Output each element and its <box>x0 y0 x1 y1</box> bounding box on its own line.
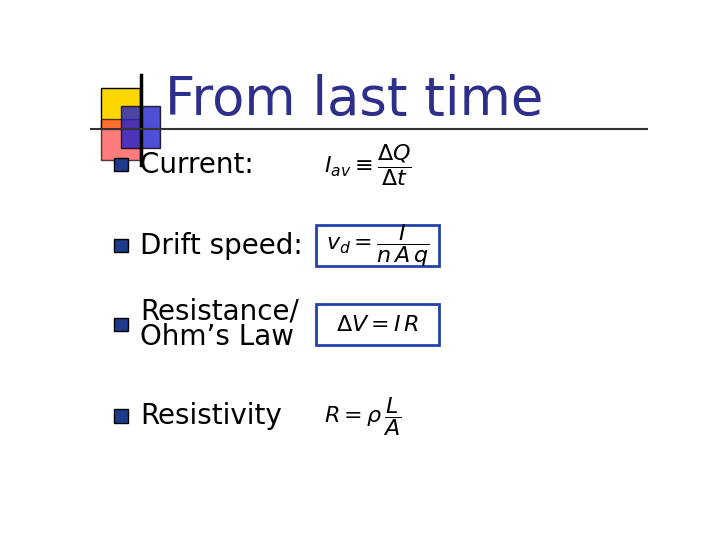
Text: $I_{av} \equiv \dfrac{\Delta Q}{\Delta t}$: $I_{av} \equiv \dfrac{\Delta Q}{\Delta t… <box>324 141 413 187</box>
Text: $\Delta V = I\,R$: $\Delta V = I\,R$ <box>336 315 419 335</box>
Text: $R = \rho\,\dfrac{L}{A}$: $R = \rho\,\dfrac{L}{A}$ <box>324 395 402 437</box>
Text: Current:: Current: <box>140 151 263 179</box>
Text: Resistance/: Resistance/ <box>140 298 299 326</box>
FancyBboxPatch shape <box>101 87 140 129</box>
Text: Ohm’s Law: Ohm’s Law <box>140 323 294 351</box>
FancyBboxPatch shape <box>114 318 128 332</box>
FancyBboxPatch shape <box>121 106 160 148</box>
FancyBboxPatch shape <box>114 239 128 252</box>
Text: Resistivity: Resistivity <box>140 402 282 430</box>
Text: $v_d = \dfrac{I}{n\,A\,q}$: $v_d = \dfrac{I}{n\,A\,q}$ <box>325 222 429 269</box>
FancyBboxPatch shape <box>316 304 438 346</box>
Text: Drift speed:: Drift speed: <box>140 232 312 260</box>
FancyBboxPatch shape <box>114 158 128 171</box>
Text: From last time: From last time <box>166 74 544 126</box>
FancyBboxPatch shape <box>101 119 140 160</box>
FancyBboxPatch shape <box>114 409 128 423</box>
FancyBboxPatch shape <box>316 225 438 266</box>
